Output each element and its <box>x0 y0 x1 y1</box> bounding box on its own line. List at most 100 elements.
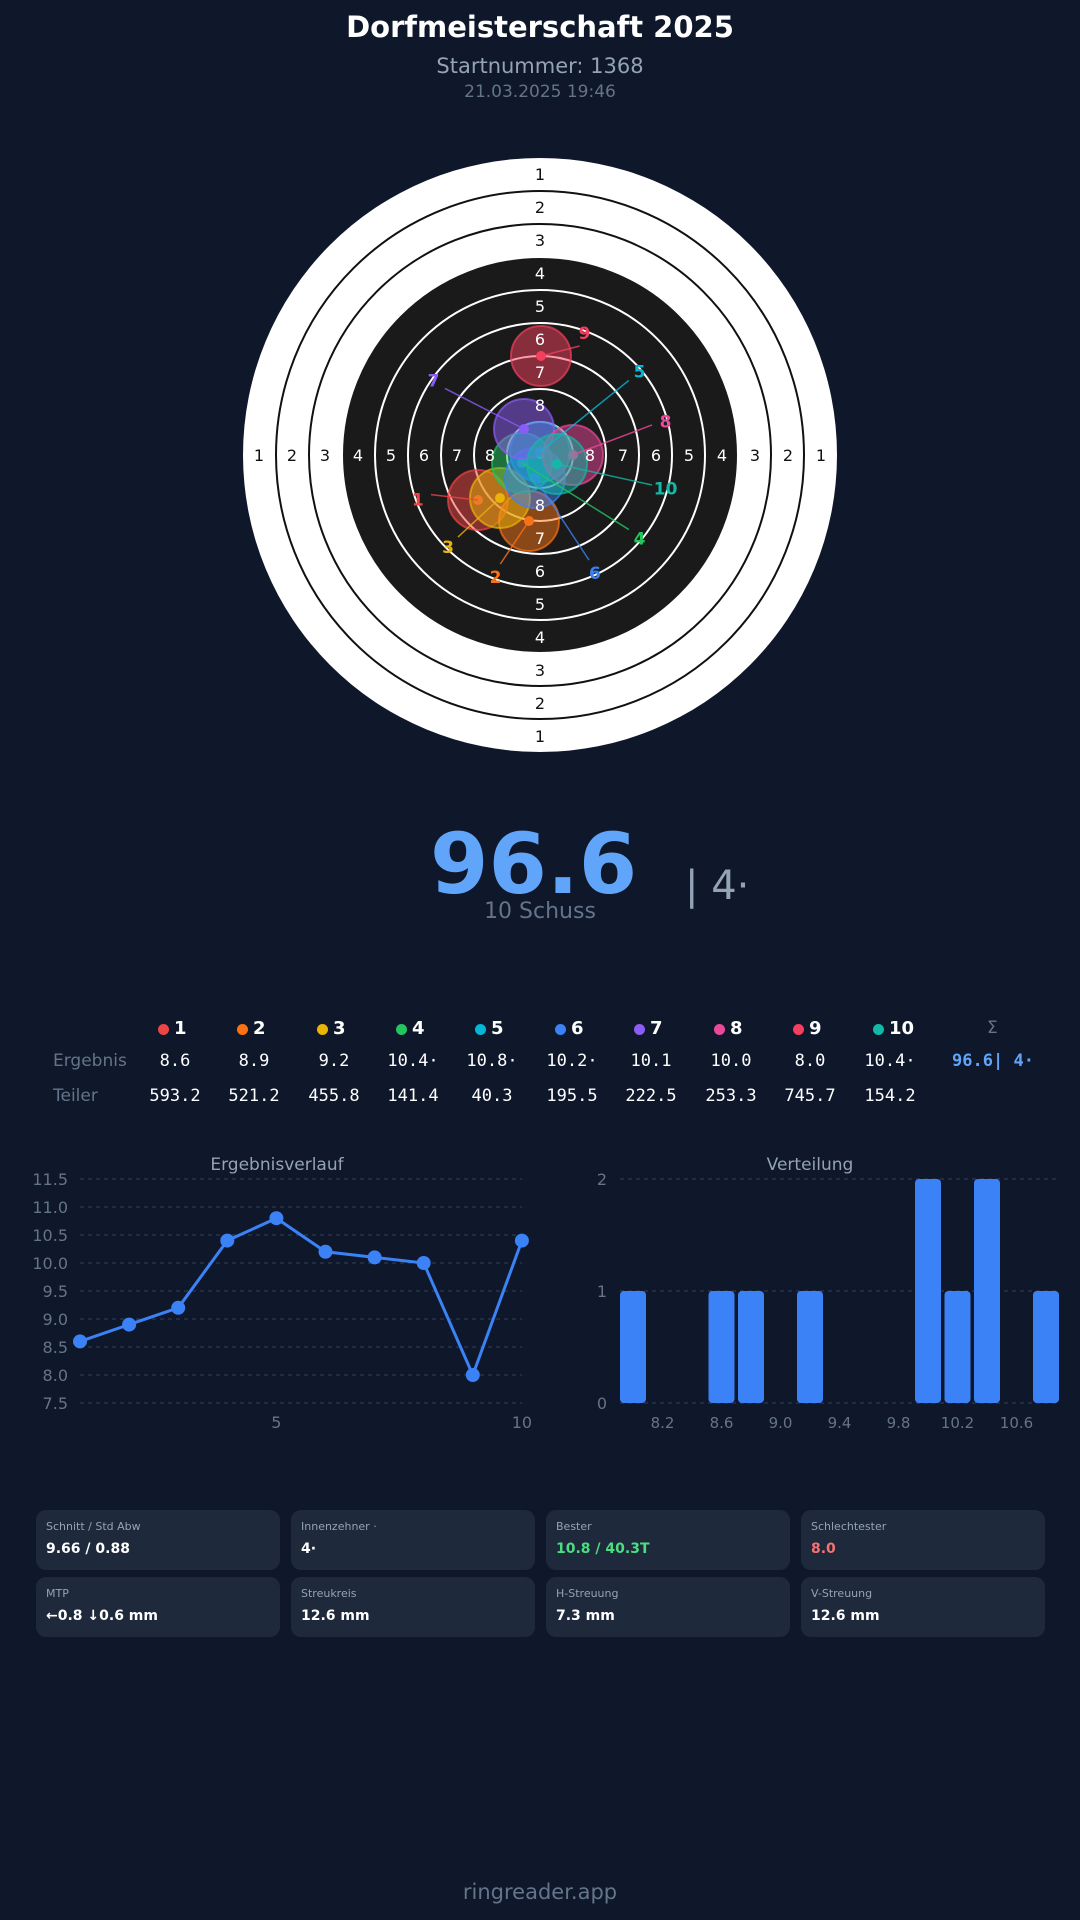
shot-result: 8.6 <box>159 1051 191 1071</box>
shot-color-dot <box>634 1024 645 1035</box>
ring-label: 8 <box>585 446 595 465</box>
sum-header: Σ <box>987 1018 998 1038</box>
ring-label: 1 <box>535 165 545 184</box>
ring-label: 8 <box>535 396 545 415</box>
shot-label: 10 <box>654 480 678 500</box>
shot-divider: 745.7 <box>784 1086 836 1106</box>
shot-divider: 141.4 <box>387 1086 439 1106</box>
data-point <box>465 1368 480 1382</box>
footer-link[interactable]: ringreader.app <box>462 1880 618 1904</box>
shot-result: 10.2· <box>546 1051 598 1071</box>
shot-number: 4 <box>412 1018 425 1039</box>
shot-label: 9 <box>579 324 591 344</box>
bar-chart-title: Verteilung <box>767 1155 854 1175</box>
ring-label: 5 <box>684 446 694 465</box>
bar <box>944 1291 971 1403</box>
y-tick-label: 10.5 <box>32 1226 68 1245</box>
shot-leader-line <box>534 477 590 561</box>
ring-label: 3 <box>535 231 545 250</box>
x-tick-label: 8.2 <box>651 1414 675 1432</box>
ring-label: 2 <box>287 446 297 465</box>
bar <box>915 1179 941 1403</box>
x-tick-label: 10.6 <box>1000 1414 1033 1432</box>
ring-label: 6 <box>651 446 661 465</box>
datetime: 21.03.2025 19:46 <box>464 82 616 102</box>
shot-result: 10.4· <box>387 1051 439 1071</box>
shot-label: 3 <box>442 538 454 558</box>
shot-number: 8 <box>730 1018 743 1039</box>
stat-label: Schnitt / Std Abw <box>46 1520 141 1533</box>
shot-leader-line <box>572 424 653 456</box>
stat-label: Innenzehner · <box>301 1520 377 1533</box>
shot-result: 8.9 <box>238 1051 270 1071</box>
data-point <box>318 1244 333 1259</box>
shot-result: 8.0 <box>794 1051 826 1071</box>
start-number: Startnummer: 1368 <box>436 54 644 78</box>
ring-label: 6 <box>419 446 429 465</box>
stat-value: 9.66 / 0.88 <box>46 1541 130 1557</box>
page-title: Dorfmeisterschaft 2025 <box>346 10 734 44</box>
y-tick-label: 11.0 <box>32 1198 68 1217</box>
target: 1 1 1 1 2 2 2 2 3 3 3 3 4 4 4 4 5 5 5 5 6 6 6 6 7 7 7 7 8 8 8 8 1 2 3 4 5 6 7 8… <box>243 158 837 752</box>
x-tick-label: 9.0 <box>769 1414 793 1432</box>
shot-result: 10.0 <box>710 1051 752 1071</box>
ring-label: 5 <box>535 297 545 316</box>
y-tick-label: 7.5 <box>43 1394 68 1413</box>
stat-value: 10.8 / 40.3T <box>556 1541 650 1557</box>
shot-leader-line <box>540 345 580 357</box>
shot-result: 10.8· <box>466 1051 518 1071</box>
shot-color-dot <box>396 1024 407 1035</box>
ring-label: 7 <box>618 446 628 465</box>
data-point <box>514 1233 529 1248</box>
stat-label: Streukreis <box>301 1587 357 1600</box>
shot-color-dot <box>714 1024 725 1035</box>
y-tick-label: 2 <box>597 1170 607 1189</box>
shot-divider: 253.3 <box>705 1086 757 1106</box>
data-point <box>171 1300 186 1315</box>
shot-divider: 154.2 <box>864 1086 916 1106</box>
stat-card: Schnitt / Std Abw 9.66 / 0.88 <box>36 1510 280 1570</box>
shot-label: 1 <box>412 490 424 510</box>
shot-leader-line <box>499 520 530 565</box>
ring-label: 8 <box>485 446 495 465</box>
ring-label: 1 <box>254 446 264 465</box>
shot-color-dot <box>475 1024 486 1035</box>
ring-label: 7 <box>535 363 545 382</box>
shot-number: 5 <box>491 1018 504 1039</box>
ring-label: 6 <box>535 562 545 581</box>
result-row-label: Ergebnis <box>53 1051 127 1071</box>
shot-divider: 593.2 <box>149 1086 201 1106</box>
stat-label: V-Streuung <box>811 1587 873 1600</box>
ring-label: 5 <box>535 595 545 614</box>
shot-result: 9.2 <box>318 1051 350 1071</box>
shot-divider: 222.5 <box>625 1086 677 1106</box>
shot-leader-line <box>430 493 479 501</box>
shot-leader-line <box>556 463 653 486</box>
total-score: 96.6 <box>430 815 638 913</box>
line-chart-title: Ergebnisverlauf <box>210 1155 344 1175</box>
shot-divider: 195.5 <box>546 1086 598 1106</box>
y-tick-label: 1 <box>597 1282 607 1301</box>
shot-color-dot <box>793 1024 804 1035</box>
charts: Ergebnisverlauf 11.5 11.0 10.5 10.0 9.5 9.0 8.5… <box>32 1155 1060 1432</box>
data-point <box>367 1250 382 1265</box>
y-tick-label: 10.0 <box>32 1254 68 1273</box>
shot-count: 10 Schuss <box>484 899 596 924</box>
ring-label: 4 <box>717 446 727 465</box>
shot-result: 10.4· <box>864 1051 916 1071</box>
stat-label: Bester <box>556 1520 592 1533</box>
shot-number: 2 <box>253 1018 266 1039</box>
stat-card: Innenzehner · 4· <box>291 1510 535 1570</box>
series-line <box>79 1216 524 1380</box>
x-tick-label: 9.8 <box>887 1414 911 1432</box>
y-tick-label: 8.0 <box>43 1366 68 1385</box>
ring-label: 3 <box>750 446 760 465</box>
shot-color-dot <box>158 1024 169 1035</box>
stat-card: V-Streuung 12.6 mm <box>801 1577 1045 1637</box>
ring-label: 1 <box>816 446 826 465</box>
bar <box>1033 1291 1059 1403</box>
shot-number: 3 <box>333 1018 346 1039</box>
shot-label: 4 <box>634 530 646 550</box>
stat-value: 12.6 mm <box>811 1608 880 1624</box>
x-tick-label: 10.2 <box>941 1414 974 1432</box>
